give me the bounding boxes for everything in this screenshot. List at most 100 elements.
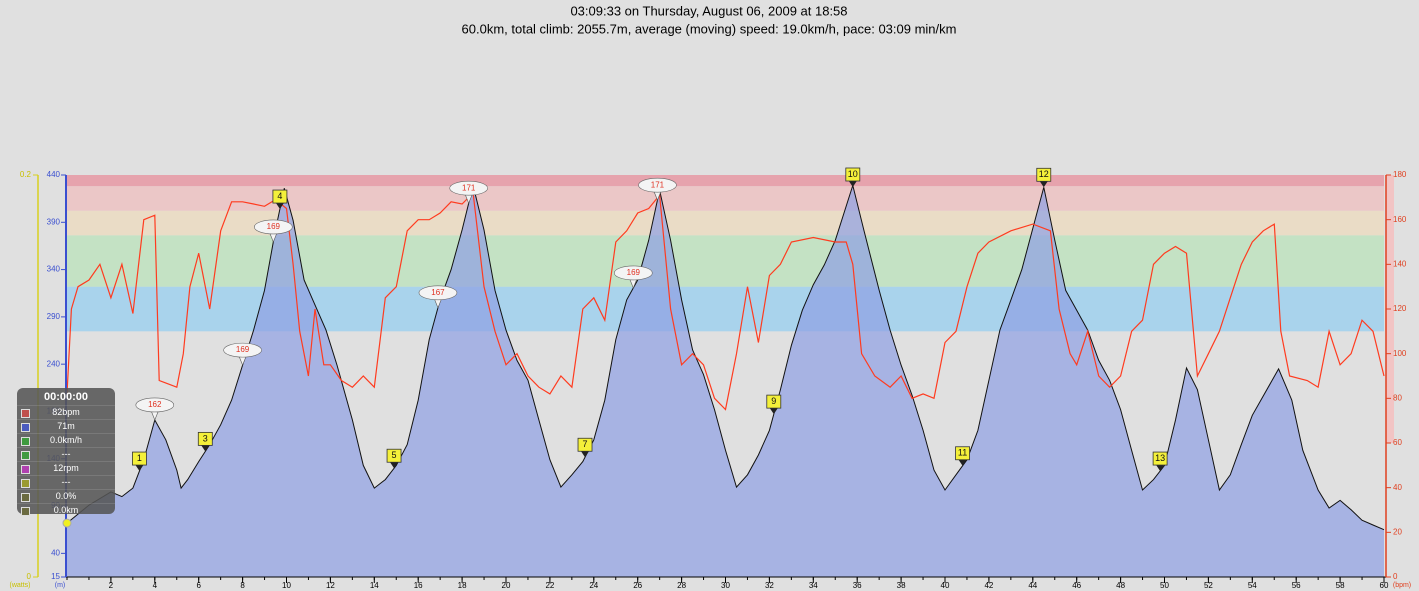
panel-row: 82bpm <box>17 405 115 419</box>
y2-tick-label: 20 <box>1393 527 1402 536</box>
panel-value: 12rpm <box>53 463 79 473</box>
x-tick-label: 56 <box>1292 581 1301 590</box>
x-tick-label: 46 <box>1072 581 1081 590</box>
x-tick-label: 32 <box>765 581 774 590</box>
callout-label: 169 <box>627 268 641 277</box>
x-tick-label: 50 <box>1160 581 1169 590</box>
panel-swatch <box>21 479 30 488</box>
callout-label: 169 <box>236 345 250 354</box>
y2-tick-label: 180 <box>1393 170 1407 179</box>
x-tick-label: 48 <box>1116 581 1125 590</box>
y2-tick-label: 120 <box>1393 304 1407 313</box>
panel-row: --- <box>17 475 115 489</box>
panel-value: --- <box>61 449 71 459</box>
x-tick-label: 52 <box>1204 581 1213 590</box>
callout-label: 169 <box>267 222 281 231</box>
y3-axis-label: (watts) <box>10 582 31 589</box>
lap-flag-tip <box>275 203 284 210</box>
lap-flag-tip <box>958 459 967 466</box>
callout-bubble <box>254 219 293 235</box>
lap-flag <box>197 431 213 446</box>
x-tick-label: 2 <box>109 581 114 590</box>
panel-row: 0.0km <box>17 503 115 517</box>
callout-bubble <box>614 265 653 281</box>
lap-flag <box>577 437 593 452</box>
x-tick-label: 4 <box>153 581 158 590</box>
y2-tick-label: 100 <box>1393 349 1407 358</box>
callout-label: 162 <box>148 400 162 409</box>
x-tick-label: 22 <box>545 581 554 590</box>
lap-flag <box>1036 167 1052 182</box>
y2-tick-label: 80 <box>1393 393 1402 402</box>
x-tick-label: 28 <box>677 581 686 590</box>
lap-flag <box>766 394 782 409</box>
y2-tick-label: 60 <box>1393 438 1402 447</box>
y-tick-label: 440 <box>47 170 61 179</box>
hr-zone <box>67 175 1384 187</box>
lap-flag <box>1152 451 1168 466</box>
y-tick-label: 390 <box>47 217 61 226</box>
callout-bubble <box>223 342 262 358</box>
x-tick-label: 8 <box>240 581 245 590</box>
y3-tick-label: 0.2 <box>20 170 32 179</box>
y2-tick-label: 40 <box>1393 483 1402 492</box>
y-axis-label: (m) <box>55 582 66 589</box>
lap-flag <box>845 167 861 182</box>
x-tick-label: 44 <box>1028 581 1037 590</box>
lap-label: 12 <box>1039 169 1049 179</box>
callout-bubble <box>418 285 458 301</box>
chart-subtitle: 60.0km, total climb: 2055.7m, average (m… <box>462 21 957 36</box>
x-tick-label: 14 <box>370 581 379 590</box>
x-tick-label: 24 <box>589 581 598 590</box>
x-tick-label: 42 <box>984 581 993 590</box>
x-tick-label: 58 <box>1336 581 1345 590</box>
panel-row: 0.0km/h <box>17 433 115 447</box>
panel-value: 0.0km <box>53 505 79 515</box>
hr-zone <box>67 235 1384 287</box>
lap-label: 9 <box>771 396 776 406</box>
panel-value: --- <box>61 477 71 487</box>
lap-flag-tip <box>390 462 399 469</box>
panel-swatch <box>21 451 30 460</box>
heart-rate-line <box>66 191 1385 411</box>
x-tick-label: 20 <box>502 581 511 590</box>
lap-flag <box>955 446 970 461</box>
panel-swatch <box>21 409 30 418</box>
hr-zone <box>67 186 1384 211</box>
cursor-dot <box>62 518 72 528</box>
lap-label: 13 <box>1155 453 1165 463</box>
y3-tick-label: 0 <box>27 572 32 581</box>
x-tick-label: 6 <box>196 581 201 590</box>
y-tick-label: 40 <box>51 548 60 557</box>
lap-flag-tip <box>769 408 778 415</box>
panel-value: 0.0% <box>55 491 77 501</box>
x-tick-label: 54 <box>1248 581 1257 590</box>
lap-flag-tip <box>135 465 144 472</box>
panel-value: 82bpm <box>52 407 80 417</box>
x-tick-label: 10 <box>282 581 291 590</box>
x-tick-label: 16 <box>414 581 423 590</box>
y2-tick-label: 0 <box>1393 572 1398 581</box>
panel-row: 71m <box>17 419 115 433</box>
callout-bubble <box>449 180 488 196</box>
lap-label: 5 <box>392 450 397 460</box>
panel-row: 12rpm <box>17 461 115 475</box>
callout-label: 167 <box>431 288 445 297</box>
callout-label: 171 <box>462 183 476 192</box>
info-panel: 00:00:00 82bpm 71m 0.0km/h --- 12rpm --- 0.0% 0… <box>17 388 115 517</box>
lap-flag-tip <box>1039 181 1048 188</box>
x-tick-label: 60 <box>1380 581 1389 590</box>
chart-title: 03:09:33 on Thursday, August 06, 2009 at… <box>570 3 847 18</box>
lap-flag <box>272 189 288 204</box>
y2-axis-label: (bpm) <box>1393 582 1411 589</box>
panel-value: 0.0km/h <box>49 435 82 445</box>
panel-swatch <box>21 507 30 516</box>
panel-time: 00:00:00 <box>43 391 89 403</box>
lap-flag-tip <box>581 451 590 458</box>
elevation-area <box>67 185 1384 577</box>
y2-tick-label: 160 <box>1393 215 1407 224</box>
callout-label: 171 <box>651 180 665 189</box>
x-tick-label: 34 <box>809 581 818 590</box>
